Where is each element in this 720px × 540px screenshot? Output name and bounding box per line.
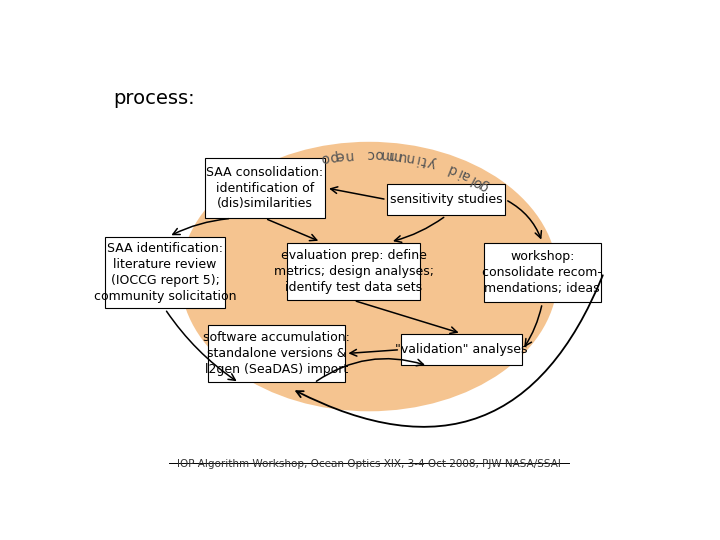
Text: "validation" analyses: "validation" analyses [395,343,528,356]
Text: i: i [454,165,464,179]
Text: d: d [446,161,459,178]
FancyBboxPatch shape [209,325,345,382]
FancyBboxPatch shape [104,237,225,308]
Text: i: i [413,152,420,166]
Text: SAA identification:
literature review
(IOCCG report 5);
community solicitation: SAA identification: literature review (I… [94,242,236,303]
FancyBboxPatch shape [387,184,505,215]
Text: y: y [426,154,437,170]
Text: SAA consolidation:
identification of
(dis)similarities: SAA consolidation: identification of (di… [207,165,323,211]
Text: t: t [420,153,428,168]
Text: m: m [379,147,393,162]
Text: g: g [477,177,491,194]
Ellipse shape [180,142,558,411]
Text: n: n [404,150,415,165]
Text: workshop:
consolidate recom-
mendations; ideas: workshop: consolidate recom- mendations;… [482,250,602,295]
Text: a: a [459,167,472,184]
Text: evaluation prep: define
metrics; design analyses;
identify test data sets: evaluation prep: define metrics; design … [274,248,433,294]
Text: m: m [387,147,401,163]
Text: o: o [374,147,383,161]
FancyBboxPatch shape [484,243,600,302]
Text: p: p [327,149,338,164]
Text: software accumulation:
standalone versions &
l2gen (SeaDAS) import: software accumulation: standalone versio… [203,331,350,376]
Text: c: c [366,147,374,161]
Text: process:: process: [113,90,195,109]
FancyBboxPatch shape [287,242,420,300]
Text: e: e [335,148,345,163]
Text: l: l [467,171,477,185]
Text: IOP Algorithm Workshop, Ocean Optics XIX, 3-4 Oct 2008, PJW NASA/SSAI: IOP Algorithm Workshop, Ocean Optics XIX… [177,459,561,469]
FancyBboxPatch shape [204,158,325,218]
Text: o: o [471,174,485,190]
FancyBboxPatch shape [401,334,522,365]
Text: o: o [319,151,330,166]
Text: n: n [343,147,352,162]
Text: u: u [396,148,407,164]
Text: sensitivity studies: sensitivity studies [390,193,503,206]
